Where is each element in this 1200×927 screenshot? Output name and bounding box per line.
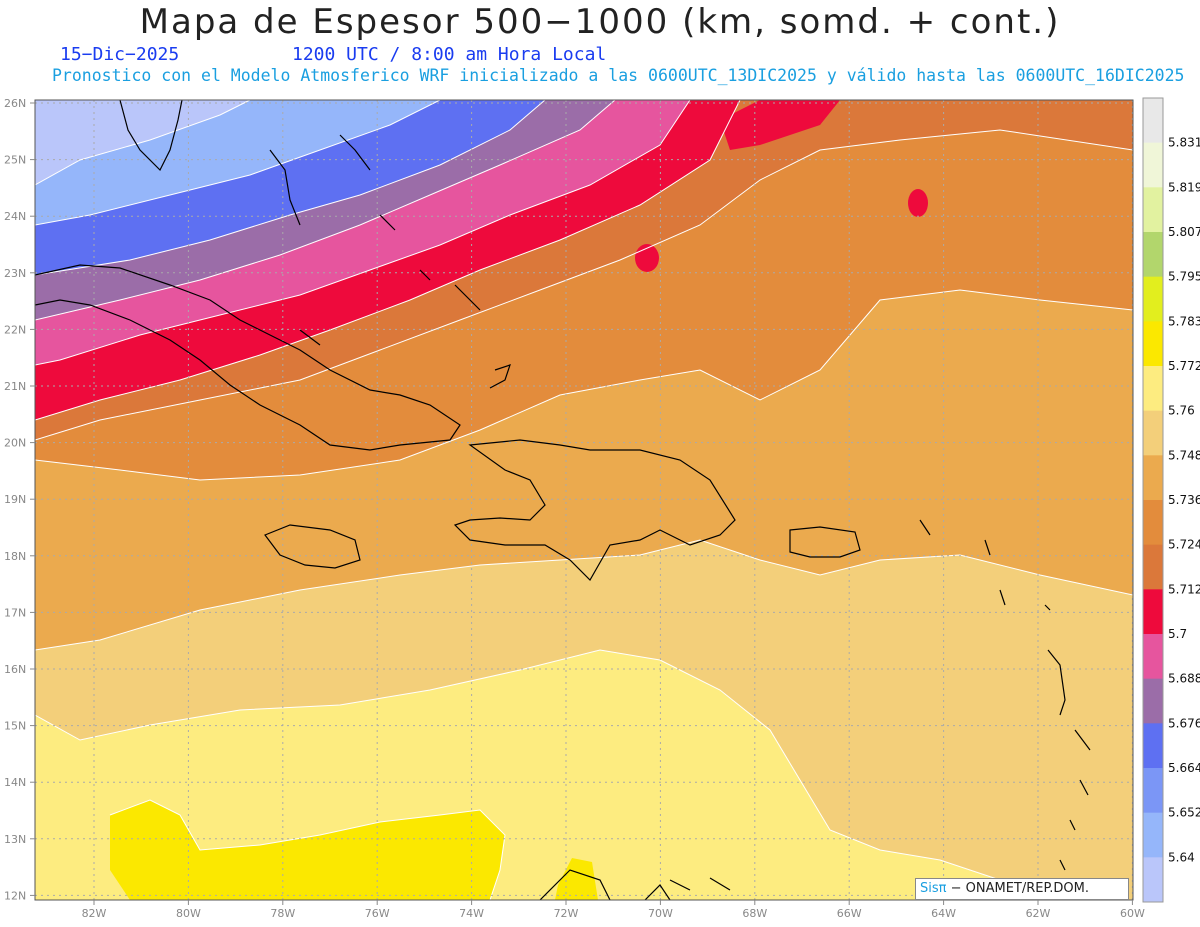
- colorbar-label: 5.772: [1168, 359, 1200, 373]
- lat-tick-label: 14N: [4, 776, 26, 789]
- colorbar-label: 5.64: [1168, 850, 1195, 864]
- colorbar-label: 5.831: [1168, 136, 1200, 150]
- florida-coast: [119, 100, 183, 172]
- colorbar-swatch: [1143, 187, 1163, 233]
- puerto-rico-coast: [789, 526, 861, 558]
- colorbar-swatch: [1143, 544, 1163, 590]
- lat-tick-label: 18N: [4, 550, 26, 563]
- lat-tick-label: 26N: [4, 97, 26, 110]
- lat-tick-label: 23N: [4, 267, 26, 280]
- band-5760: [35, 650, 1000, 900]
- colorbar-swatch: [1143, 98, 1163, 144]
- colorbar-label: 5.676: [1168, 716, 1200, 730]
- colorbar-swatch: [1143, 142, 1163, 188]
- colorbar-label: 5.795: [1168, 270, 1200, 284]
- lon-tick-label: 80W: [176, 907, 201, 920]
- valid-time: 1200 UTC / 8:00 am Hora Local: [292, 44, 607, 65]
- map-fill-bands: [35, 100, 1133, 900]
- lat-lon-grid: [35, 100, 1133, 900]
- lon-tick-label: 74W: [459, 907, 484, 920]
- colorbar-label: 5.664: [1168, 761, 1200, 775]
- lon-tick-label: 62W: [1026, 907, 1051, 920]
- credit-text: − ONAMET/REP.DOM.: [946, 881, 1090, 896]
- map-frame: [34, 99, 1134, 901]
- lon-tick-label: 72W: [554, 907, 579, 920]
- jamaica-coast: [264, 524, 361, 569]
- colorbar-label: 5.748: [1168, 448, 1200, 462]
- colorbar-swatch: [1143, 678, 1163, 724]
- lat-tick-label: 19N: [4, 493, 26, 506]
- lon-tick-label: 78W: [270, 907, 295, 920]
- colorbar-label: 5.652: [1168, 806, 1200, 820]
- lat-tick-label: 13N: [4, 833, 26, 846]
- bahamas-islands: [269, 134, 511, 389]
- credit-brand: Sisπ: [920, 881, 947, 896]
- map-title: Mapa de Espesor 500−1000 (km, somd. + co…: [139, 2, 1061, 42]
- latitude-axis: 26N 25N 24N 23N 22N 21N 20N 19N 18N 17N 16N 15N 14N 1…: [4, 97, 35, 902]
- lon-tick-label: 68W: [742, 907, 767, 920]
- colorbar-label: 5.712: [1168, 582, 1200, 596]
- band-5640: [35, 100, 250, 185]
- lon-tick-label: 70W: [648, 907, 673, 920]
- band-5772-patch: [110, 800, 505, 900]
- colorbar-swatch: [1143, 232, 1163, 278]
- colorbar-label: 5.736: [1168, 493, 1200, 507]
- band-5772-patch: [555, 858, 598, 900]
- lesser-antilles: [919, 519, 1091, 871]
- colorbar-swatch: [1143, 410, 1163, 456]
- south-america-coast: [539, 869, 731, 900]
- colorbar-swatch: [1143, 723, 1163, 769]
- colorbar-label: 5.724: [1168, 538, 1200, 552]
- lat-tick-label: 22N: [4, 323, 26, 336]
- colorbar-label: 5.688: [1168, 672, 1200, 686]
- colorbar: 5.831 5.819 5.807 5.795 5.783 5.772 5.76 5.748 5…: [1142, 97, 1200, 903]
- colorbar-swatch: [1143, 589, 1163, 635]
- colorbar-swatch: [1143, 321, 1163, 367]
- colorbar-swatch: [1143, 276, 1163, 322]
- lat-tick-label: 25N: [4, 154, 26, 167]
- lat-tick-label: 20N: [4, 437, 26, 450]
- lon-tick-label: 60W: [1120, 907, 1145, 920]
- lat-tick-label: 15N: [4, 720, 26, 733]
- colorbar-label: 5.783: [1168, 314, 1200, 328]
- colorbar-swatch: [1143, 768, 1163, 814]
- lat-tick-label: 17N: [4, 606, 26, 619]
- credit-box: Sisπ − ONAMET/REP.DOM.: [915, 878, 1129, 900]
- colorbar-label: 5.7: [1168, 627, 1187, 641]
- colorbar-swatch: [1143, 857, 1163, 903]
- longitude-axis: 82W 80W 78W 76W 74W 72W 70W 68W 66W 64W 62W 60W: [82, 900, 1145, 920]
- colorbar-swatch: [1143, 634, 1163, 680]
- lon-tick-label: 66W: [837, 907, 862, 920]
- lon-tick-label: 82W: [82, 907, 107, 920]
- lon-tick-label: 64W: [931, 907, 956, 920]
- lat-tick-label: 24N: [4, 210, 26, 223]
- lat-tick-label: 12N: [4, 889, 26, 902]
- colorbar-swatch: [1143, 455, 1163, 501]
- cuba-coast: [35, 264, 461, 451]
- colorbar-swatch: [1143, 812, 1163, 858]
- lat-tick-label: 16N: [4, 663, 26, 676]
- colorbar-label: 5.76: [1168, 404, 1195, 418]
- hispaniola-coast: [453, 439, 736, 581]
- colorbar-frame: [1142, 97, 1164, 903]
- model-subtitle: Pronostico con el Modelo Atmosferico WRF…: [52, 66, 1185, 85]
- band-5700-patch: [720, 100, 840, 150]
- colorbar-label: 5.819: [1168, 180, 1200, 194]
- forecast-date: 15−Dic−2025: [60, 44, 180, 65]
- lat-tick-label: 21N: [4, 380, 26, 393]
- lon-tick-label: 76W: [365, 907, 390, 920]
- colorbar-swatch: [1143, 500, 1163, 546]
- colorbar-label: 5.807: [1168, 225, 1200, 239]
- colorbar-swatch: [1143, 366, 1163, 412]
- contour-lines: [35, 100, 1133, 900]
- band-5700-patch: [908, 189, 928, 217]
- coastlines: [35, 100, 1091, 900]
